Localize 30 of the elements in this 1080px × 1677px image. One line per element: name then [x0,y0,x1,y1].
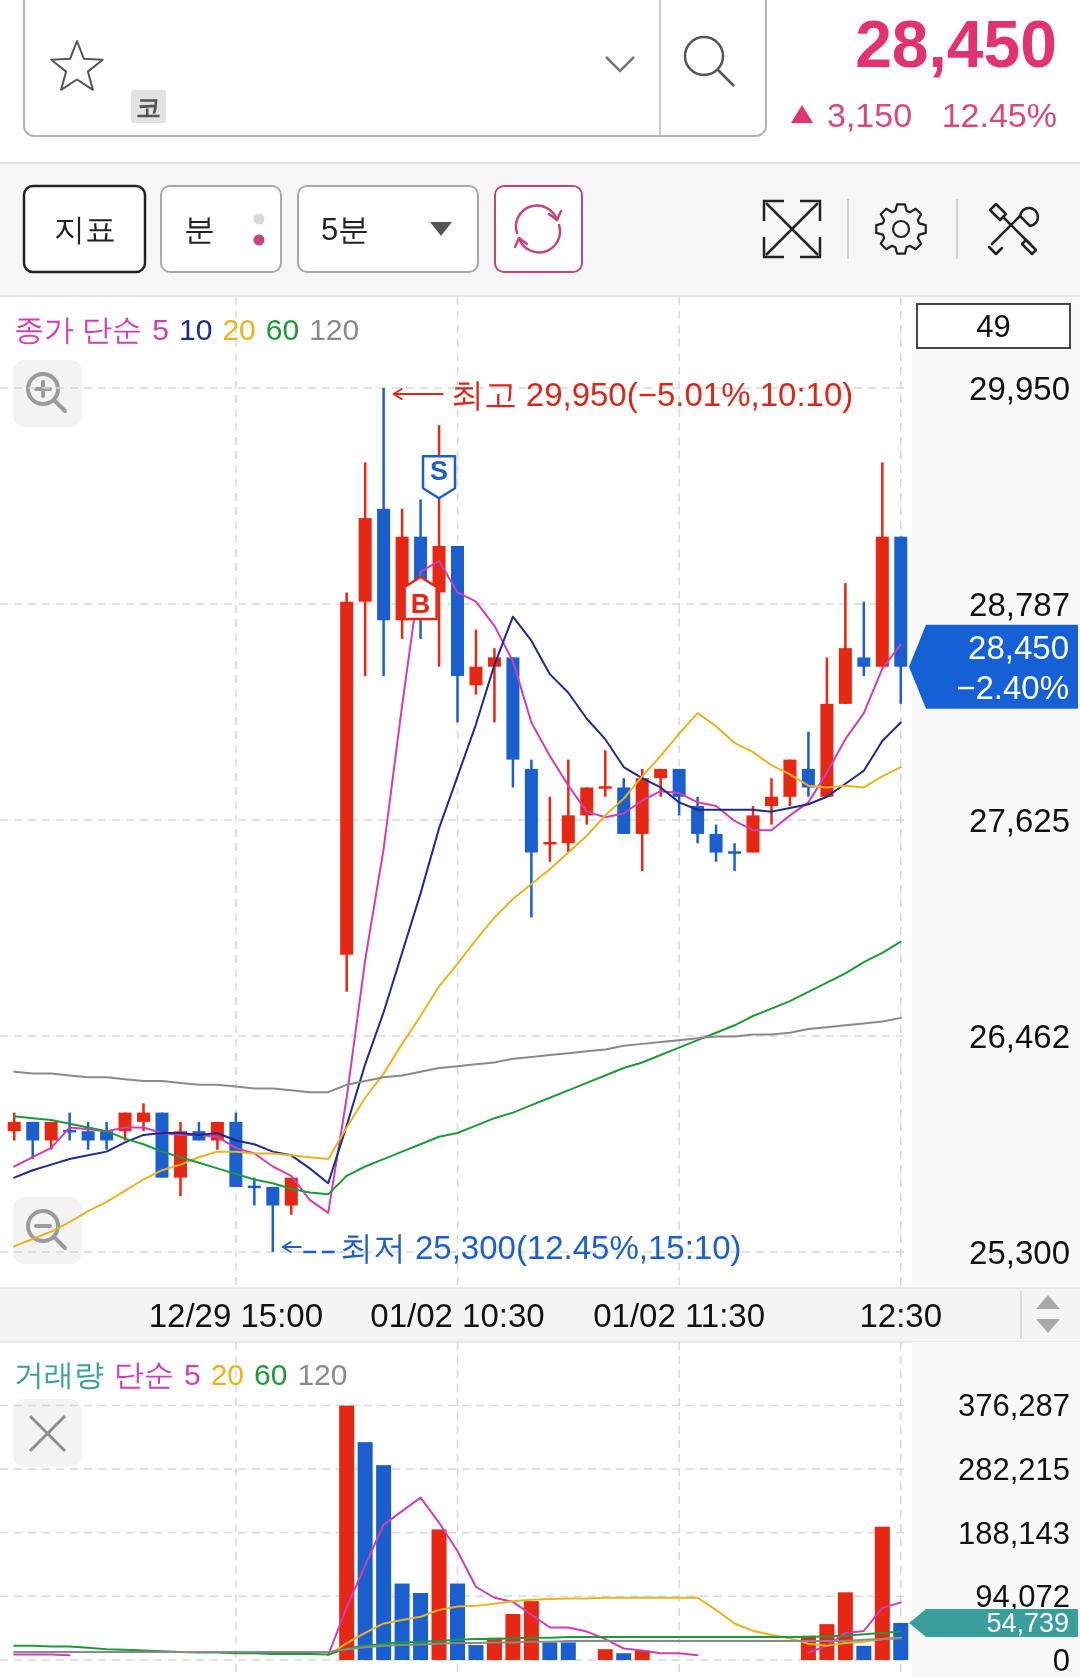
y-tick-label: 188,143 [957,1515,1070,1551]
series-label: S [430,456,449,487]
y-tick-label: 26,462 [969,1017,1070,1055]
value-tag: 28,450 −2.40% [909,624,1078,709]
text: 3,150 [827,96,913,134]
y-tick-label: 28,787 [969,585,1070,623]
text: 5분 [321,211,370,247]
y-tick-label: 376,287 [957,1387,1070,1423]
legend: 종가 단순 5 10 20 60 120 [14,312,360,346]
text: 지표 [53,211,116,247]
x-tick-label: 12:30 [859,1296,943,1334]
legend: 거래량 단순 5 20 60 120 [14,1357,348,1391]
text: 분 [183,211,215,247]
text: 28,450 [855,7,1057,81]
y-tick-label: 0 [1052,1642,1070,1677]
extreme-note: 최저 25,300(12.45%,15:10) [339,1228,742,1266]
y-tick-label: 282,215 [957,1451,1070,1487]
text: 12.45% [941,96,1057,134]
trade-marker: B [403,575,438,621]
trade-marker: S [421,454,457,500]
series-label: B [410,588,431,619]
count-box: 49 [916,303,1071,349]
text: 코 [136,93,161,121]
extreme-note: 최고 29,950(−5.01%,10:10) [392,375,854,413]
x-tick-label: 01/02 10:30 [370,1296,545,1334]
y-tick-label: 27,625 [969,801,1070,839]
x-tick-label: 12/29 15:00 [148,1296,324,1334]
x-tick-label: 01/02 11:30 [593,1296,766,1334]
y-tick-label: 29,950 [969,369,1070,407]
y-tick-label: 25,300 [969,1233,1070,1271]
